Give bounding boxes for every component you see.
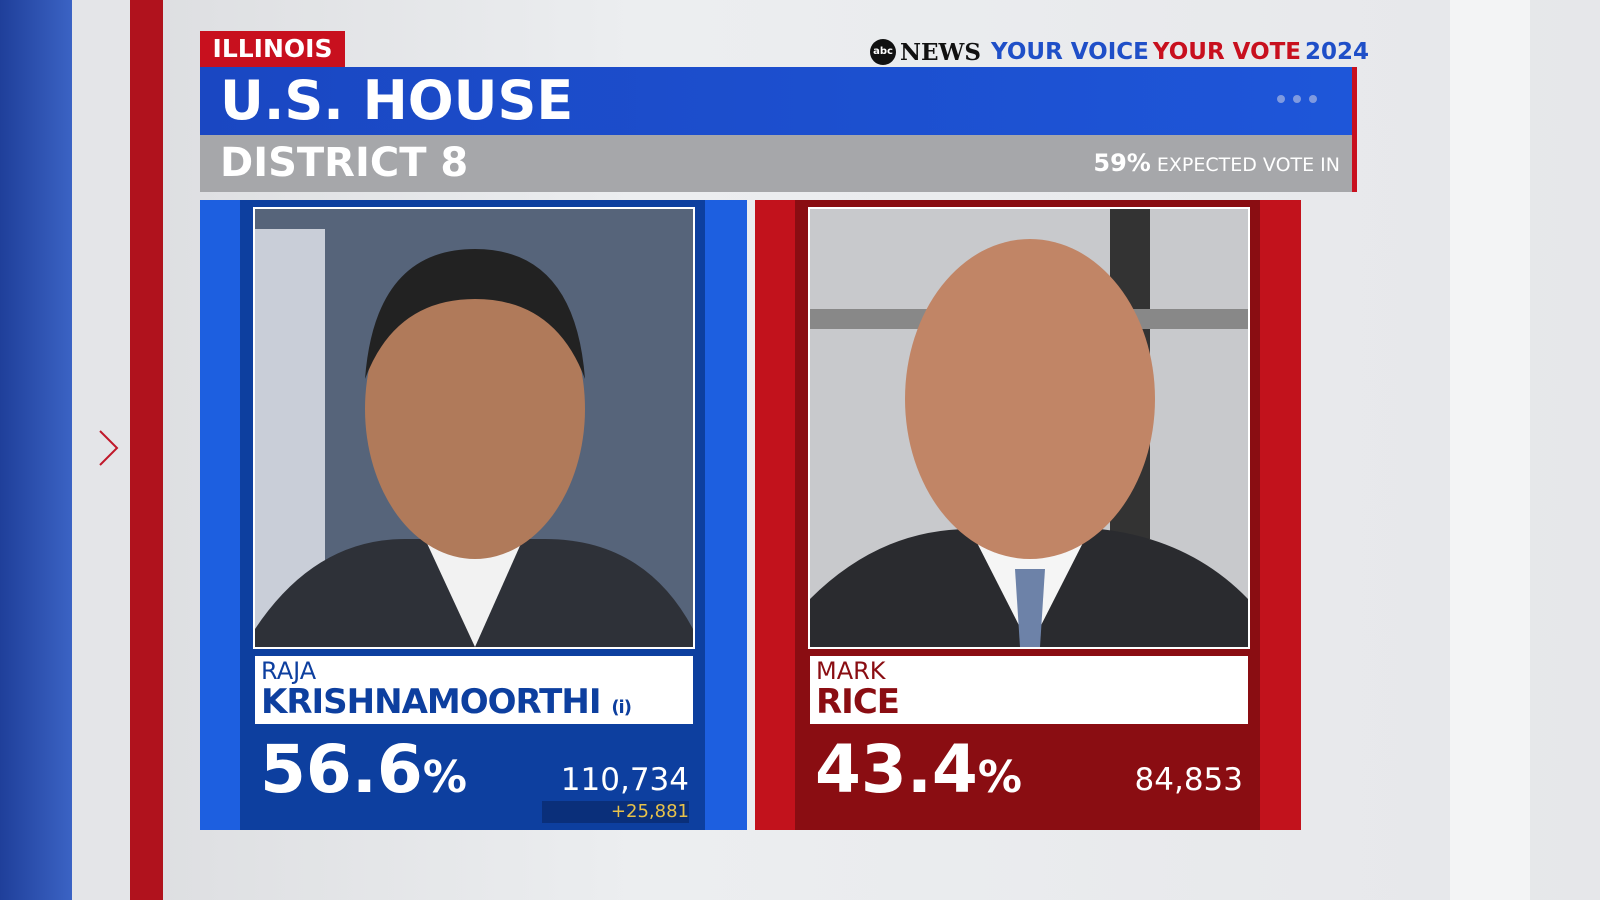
left-red-strip (130, 0, 163, 900)
percent-sign: % (977, 752, 1022, 803)
first-name: RAJA (261, 657, 317, 685)
candidate-photo (253, 207, 695, 649)
candidate-card: RAJA KRISHNAMOORTHI (i) 56.6% 110,734 +2… (200, 200, 747, 830)
title-bar: U.S. HOUSE (200, 67, 1352, 135)
votes: 84,853 (1134, 762, 1243, 798)
percent: 56.6% (260, 730, 467, 818)
last-name-text: KRISHNAMOORTHI (261, 682, 601, 722)
percent: 43.4% (815, 730, 1022, 818)
first-name: MARK (816, 657, 886, 685)
percent-value: 43.4 (815, 731, 978, 808)
incumbent: (i) (611, 697, 632, 718)
last-name: RICE (816, 682, 900, 722)
brand-logo: abc (870, 39, 896, 65)
state-tag: ILLINOIS (200, 31, 345, 67)
lead: +25,881 (542, 801, 689, 823)
last-name: KRISHNAMOORTHI (i) (261, 682, 632, 728)
left-blue-strip (0, 0, 72, 900)
district: DISTRICT 8 (220, 140, 469, 186)
expected-label: EXPECTED VOTE IN (1156, 154, 1340, 176)
brand-slogan: YOUR VOTE (1152, 39, 1302, 65)
title: U.S. HOUSE (220, 69, 574, 132)
percent-value: 56.6 (260, 731, 423, 808)
menu-dots (1277, 95, 1317, 103)
left-gray-strip (72, 0, 130, 900)
expected-vote: 59% EXPECTED VOTE IN (1093, 135, 1340, 194)
expected-percent: 59% (1093, 149, 1151, 177)
votes: 110,734 (560, 762, 689, 798)
candidate-card: MARK RICE 43.4% 84,853 (755, 200, 1301, 830)
candidate-photo (808, 207, 1250, 649)
edge-accent (1352, 67, 1357, 192)
brand: abc NEWS YOUR VOICE YOUR VOTE 2024 (870, 37, 1369, 67)
district-bar: DISTRICT 8 59% EXPECTED VOTE IN (200, 135, 1352, 192)
percent-sign: % (422, 752, 467, 803)
name-box: MARK RICE (810, 656, 1248, 724)
right-light-strip (1450, 0, 1530, 900)
brand-year: 2024 (1305, 39, 1370, 65)
brand-network: NEWS (900, 38, 981, 66)
name-box: RAJA KRISHNAMOORTHI (i) (255, 656, 693, 724)
arrow-icon (99, 430, 119, 466)
brand-slogan: YOUR VOICE (991, 39, 1149, 65)
